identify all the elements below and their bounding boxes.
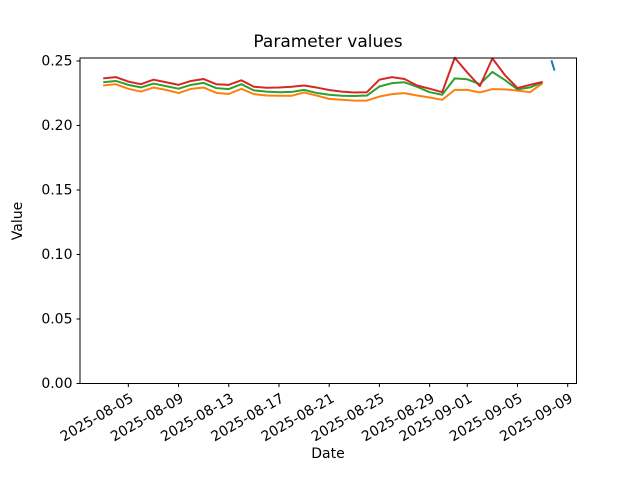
y-tick-label: 0.05 <box>41 311 72 327</box>
x-axis-label: Date <box>311 446 344 462</box>
chart-title: Parameter values <box>253 32 402 52</box>
y-axis-label: Value <box>10 202 26 240</box>
series-orange-line <box>103 82 544 102</box>
axes-spines <box>79 57 577 384</box>
y-tick-label: 0.20 <box>41 118 72 134</box>
y-tick-label: 0.10 <box>41 247 72 263</box>
plot-area: 0.000.050.100.150.200.252025-08-052025-0… <box>41 53 577 445</box>
y-tick-label: 0.00 <box>41 376 72 392</box>
y-tick-label: 0.25 <box>41 53 72 69</box>
series-green-line <box>103 70 543 98</box>
series-red-line <box>103 56 543 94</box>
y-tick-label: 0.15 <box>41 182 72 198</box>
series-blue-line <box>550 60 556 71</box>
